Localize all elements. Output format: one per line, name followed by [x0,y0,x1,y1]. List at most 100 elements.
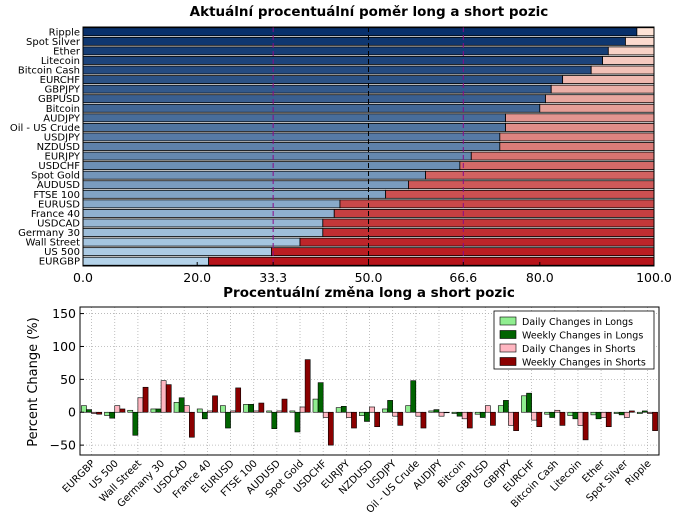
x-tick-label: 20.0 [183,270,211,285]
short-bar [539,103,655,113]
change-bar [243,404,249,413]
change-bar [479,411,486,418]
change-bar [276,410,283,413]
short-bar [339,199,655,209]
change-bar [521,395,527,413]
category-label: EURGBP [61,458,98,495]
short-bar [625,36,655,46]
x-tick-label: 80.0 [526,270,554,285]
change-bar [359,411,365,416]
long-bar [82,132,501,142]
long-bar [82,247,272,257]
chart1-title: Aktuální procentuální poměr long a short… [190,4,549,20]
change-bar [577,411,584,426]
category-label: EURGBP [39,257,80,268]
long-bar [82,142,501,151]
change-bar [137,397,144,413]
change-bar [160,380,167,413]
change-bar [567,411,574,416]
change-bar [618,411,625,416]
change-bar [605,411,612,428]
change-bar [212,395,218,413]
short-bar [408,180,655,190]
long-bar [82,94,546,104]
category-label: Germany 30 [18,228,80,239]
change-bar [397,411,404,426]
x-tick-label: 66.6 [449,270,477,285]
category-label: EURJPY [45,152,81,163]
category-label: Spot Silver [26,37,81,48]
category-label: EURUSD [38,199,80,210]
change-bar [582,411,589,441]
change-bar [109,411,116,419]
short-bar [602,56,655,65]
long-bar [82,113,506,123]
x-tick-label: 0.0 [73,270,93,285]
change-bar [443,411,450,414]
change-bar [451,411,458,414]
long-bar [82,218,324,228]
change-bar [636,411,643,414]
change-bar [266,410,273,413]
change-bar [235,387,242,413]
change-bar [428,410,435,413]
y-tick-label: 100 [52,339,76,354]
category-label: Spot Gold [31,171,80,182]
change-bar [405,405,412,413]
change-bar [178,397,185,413]
short-bar [459,161,655,171]
change-bar [142,386,149,413]
long-bar [82,180,409,190]
legend-label: Daily Changes in Longs [522,317,633,328]
long-bar [82,103,541,113]
change-bar [327,411,334,446]
y-tick-label: 50 [60,372,76,387]
long-bar [82,27,638,37]
change-bar [374,411,380,428]
short-bar [425,170,655,180]
category-label: Oil - US Crude [10,123,80,134]
legend-swatch [499,343,517,353]
change-bar [127,409,134,413]
long-bar [82,46,609,56]
change-bar [490,411,496,426]
category-label: France 40 [31,209,80,220]
change-bar [392,411,399,417]
long-bar [82,65,592,75]
change-bar [415,411,422,417]
category-label: USDJPY [44,132,81,143]
category-label: Ripple [49,27,80,38]
change-bar [595,411,602,420]
change-bar [456,411,463,417]
long-bar [82,209,335,218]
chart2-title: Procentuální změna long a short pozic [223,285,515,301]
change-bar [438,411,445,417]
change-bar [420,411,427,429]
change-bar [364,411,370,422]
category-label: USDCHF [38,161,80,172]
short-bar [590,65,655,75]
change-bar [155,408,162,413]
legend-label: Daily Changes in Shorts [522,344,636,355]
change-bar [335,407,342,413]
long-bar [82,161,461,171]
change-bar [466,411,473,429]
change-bar [281,398,288,413]
change-bar [299,406,306,413]
change-bar [554,409,561,413]
change-bar [647,411,653,414]
change-bar [96,411,103,415]
change-bar [196,408,203,413]
category-label: Litecoin [41,56,80,67]
x-tick-label: 50.0 [355,270,383,285]
long-bar [82,237,301,247]
change-bar [484,405,491,413]
category-label: USDCAD [37,218,80,229]
short-bar [322,228,655,237]
change-bar [207,410,213,413]
chart2-ylabel: Percent Change (%) [26,317,41,446]
change-bar [497,405,504,413]
change-bar [230,410,236,413]
